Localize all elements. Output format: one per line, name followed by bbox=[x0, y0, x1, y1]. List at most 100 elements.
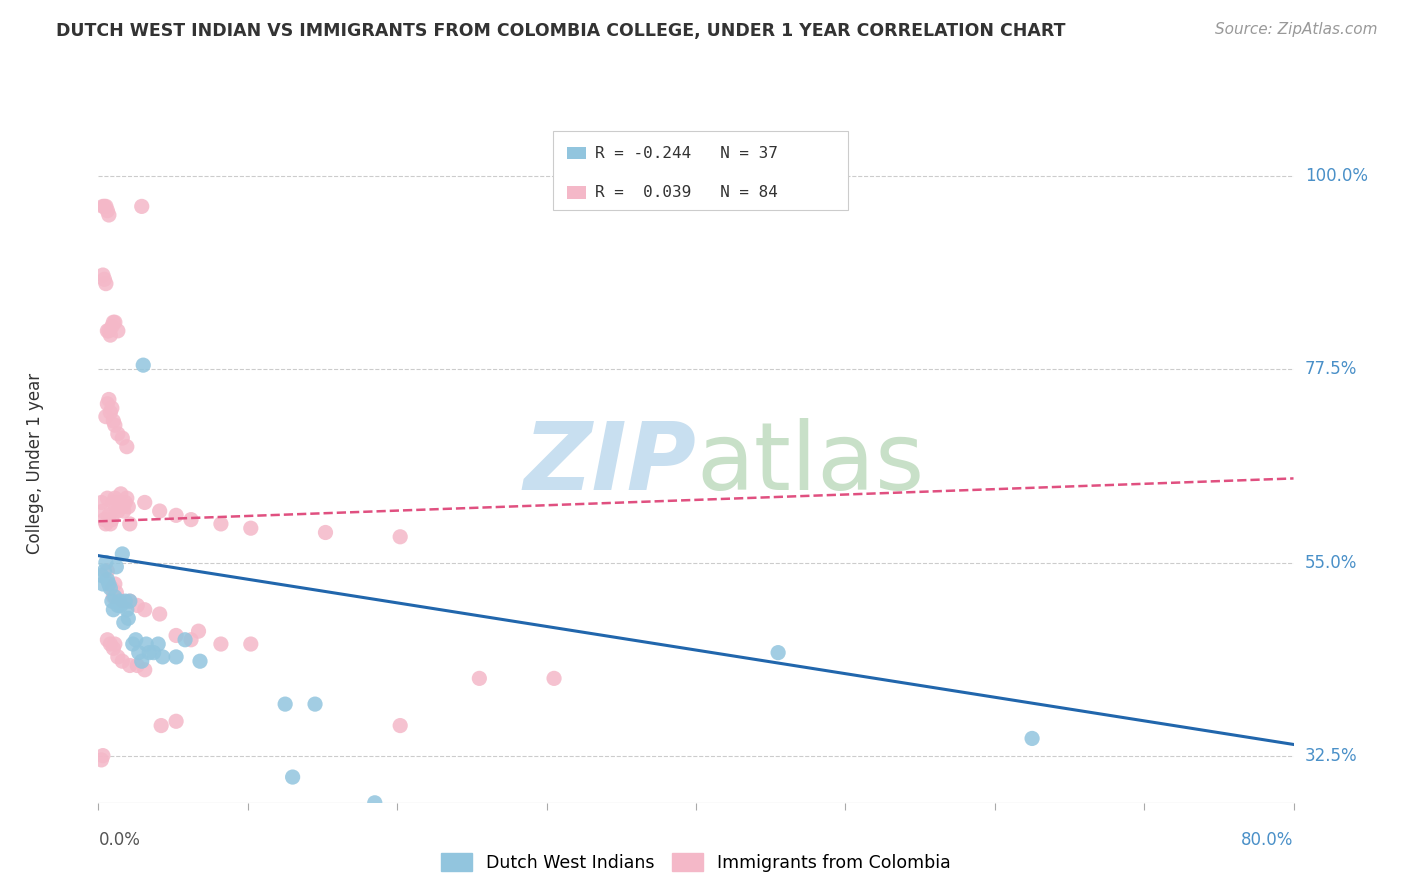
Point bbox=[98, 328, 122, 343]
Point bbox=[174, 632, 197, 647]
Point bbox=[118, 594, 141, 608]
Point bbox=[165, 508, 187, 523]
Point bbox=[98, 581, 122, 595]
Point bbox=[274, 697, 297, 711]
Point bbox=[165, 628, 187, 642]
Text: 0.0%: 0.0% bbox=[98, 831, 141, 849]
Point bbox=[101, 319, 124, 334]
Point bbox=[127, 599, 149, 613]
Point bbox=[91, 577, 114, 591]
Point bbox=[112, 615, 135, 630]
Point bbox=[101, 594, 124, 608]
Point bbox=[91, 504, 114, 518]
Point bbox=[114, 495, 136, 509]
Point bbox=[107, 599, 129, 613]
Text: DUTCH WEST INDIAN VS IMMIGRANTS FROM COLOMBIA COLLEGE, UNDER 1 YEAR CORRELATION : DUTCH WEST INDIAN VS IMMIGRANTS FROM COL… bbox=[56, 22, 1066, 40]
Point bbox=[239, 637, 262, 651]
Point bbox=[93, 199, 115, 213]
Point bbox=[118, 658, 141, 673]
Point bbox=[115, 491, 138, 505]
Point bbox=[96, 324, 118, 338]
Point bbox=[103, 603, 125, 617]
Point bbox=[90, 495, 112, 509]
Point bbox=[131, 654, 153, 668]
Point bbox=[110, 487, 132, 501]
Point bbox=[165, 649, 187, 664]
Point bbox=[97, 208, 120, 222]
Point bbox=[149, 607, 172, 621]
Point bbox=[94, 516, 117, 531]
Point bbox=[150, 718, 173, 732]
Point bbox=[180, 632, 202, 647]
Point bbox=[117, 500, 139, 514]
Point bbox=[152, 649, 174, 664]
Point bbox=[111, 547, 134, 561]
Point bbox=[142, 646, 165, 660]
Point bbox=[107, 324, 129, 338]
Point bbox=[96, 564, 118, 578]
Point bbox=[108, 495, 131, 509]
Point bbox=[125, 632, 148, 647]
Point bbox=[93, 272, 115, 286]
Text: R =  0.039   N = 84: R = 0.039 N = 84 bbox=[595, 185, 778, 200]
Point bbox=[93, 513, 115, 527]
Point bbox=[209, 637, 232, 651]
Point bbox=[103, 641, 125, 656]
Point bbox=[104, 590, 127, 604]
Point bbox=[103, 590, 125, 604]
Point bbox=[93, 564, 115, 578]
Point bbox=[98, 516, 122, 531]
Point bbox=[107, 426, 129, 441]
Text: 32.5%: 32.5% bbox=[1305, 747, 1357, 764]
Point bbox=[101, 513, 124, 527]
Point bbox=[364, 796, 387, 810]
Point bbox=[97, 324, 120, 338]
Point bbox=[281, 770, 304, 784]
Point bbox=[107, 649, 129, 664]
Point bbox=[1021, 731, 1043, 746]
Point bbox=[103, 315, 125, 329]
Point bbox=[101, 581, 124, 595]
Point bbox=[90, 753, 112, 767]
Point bbox=[103, 495, 125, 509]
Point bbox=[104, 577, 127, 591]
Point bbox=[134, 603, 156, 617]
Text: Source: ZipAtlas.com: Source: ZipAtlas.com bbox=[1215, 22, 1378, 37]
Point bbox=[131, 199, 153, 213]
Point bbox=[128, 646, 150, 660]
Point bbox=[117, 611, 139, 625]
Point bbox=[104, 418, 127, 433]
Point bbox=[389, 718, 412, 732]
Point bbox=[94, 556, 117, 570]
Text: College, Under 1 year: College, Under 1 year bbox=[27, 373, 44, 555]
Point bbox=[98, 405, 122, 419]
Text: atlas: atlas bbox=[696, 417, 924, 510]
Point bbox=[96, 397, 118, 411]
Text: 55.0%: 55.0% bbox=[1305, 554, 1357, 572]
Point bbox=[132, 358, 155, 372]
Text: 77.5%: 77.5% bbox=[1305, 360, 1357, 378]
Point bbox=[149, 504, 172, 518]
Point bbox=[134, 663, 156, 677]
Point bbox=[94, 199, 117, 213]
Point bbox=[138, 646, 160, 660]
Point bbox=[96, 491, 118, 505]
Point bbox=[134, 495, 156, 509]
Point bbox=[315, 525, 337, 540]
Point bbox=[111, 500, 134, 514]
Point bbox=[97, 577, 120, 591]
Point bbox=[98, 637, 122, 651]
Text: R = -0.244   N = 37: R = -0.244 N = 37 bbox=[595, 145, 778, 161]
Point bbox=[97, 508, 120, 523]
Legend: Dutch West Indians, Immigrants from Colombia: Dutch West Indians, Immigrants from Colo… bbox=[441, 854, 950, 872]
Point bbox=[111, 654, 134, 668]
Point bbox=[115, 603, 138, 617]
Point bbox=[105, 559, 128, 574]
Text: ZIP: ZIP bbox=[523, 417, 696, 510]
Point bbox=[115, 440, 138, 454]
Point bbox=[187, 624, 209, 639]
Point bbox=[107, 504, 129, 518]
Point bbox=[90, 568, 112, 582]
Point bbox=[114, 594, 136, 608]
Point bbox=[127, 658, 149, 673]
